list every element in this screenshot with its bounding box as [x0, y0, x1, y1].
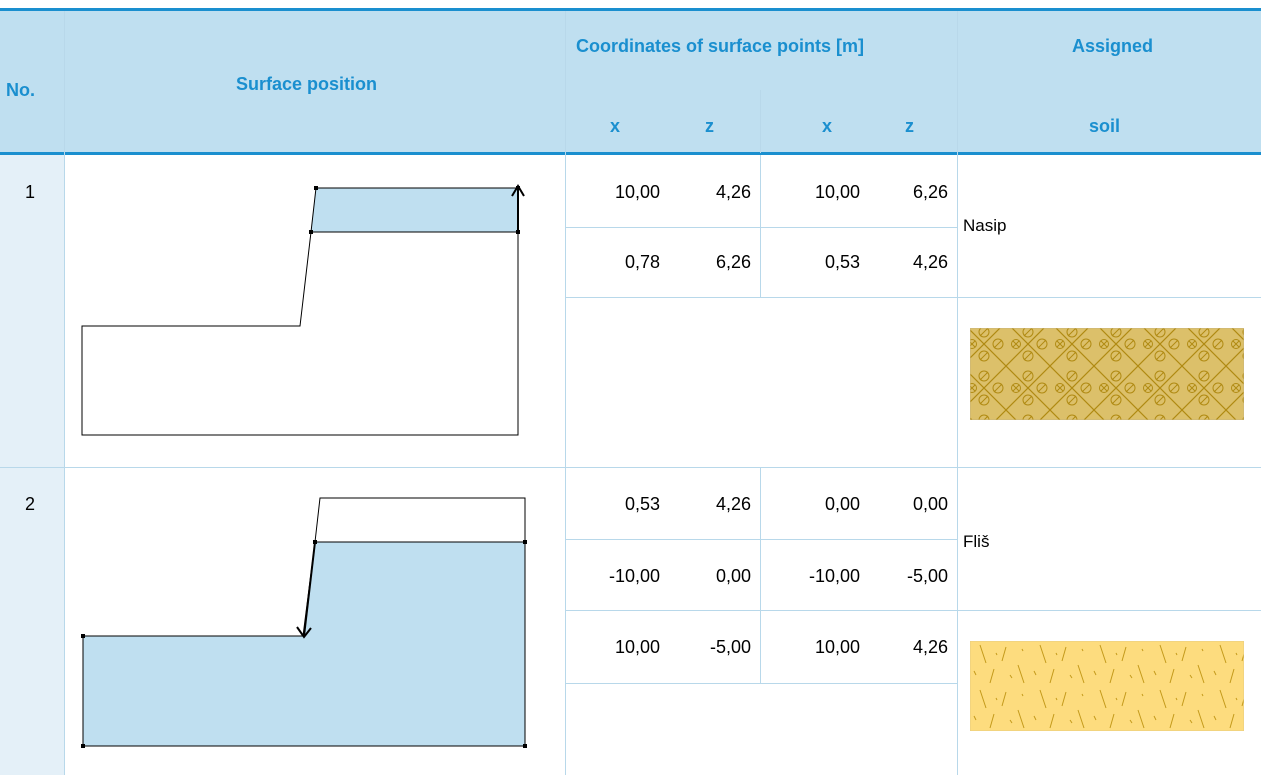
grid-line — [565, 683, 957, 684]
coord-x2: 0,53 — [824, 252, 860, 272]
soil-pattern-swatch — [970, 328, 1244, 420]
grid-line — [565, 11, 566, 775]
row-number: 1 — [25, 182, 36, 202]
header-z2: z — [905, 116, 914, 136]
header-z1: z — [705, 116, 714, 136]
header-no: No. — [6, 80, 35, 100]
row-number: 2 — [25, 494, 36, 514]
grid-line — [565, 539, 957, 540]
coord-z2: 4,26 — [912, 637, 948, 657]
grid-line — [565, 610, 1261, 611]
coord-x1: -10,00 — [608, 566, 660, 586]
coord-x2: -10,00 — [808, 566, 860, 586]
coord-x1: 10,00 — [614, 637, 660, 657]
soil-name: Fliš — [963, 532, 990, 551]
grid-line — [760, 468, 761, 683]
header-bottom-border — [0, 152, 1261, 155]
coord-z1: 0,00 — [715, 566, 751, 586]
coord-x2: 10,00 — [814, 182, 860, 202]
table-header — [0, 8, 1261, 153]
coord-z1: 6,26 — [715, 252, 751, 272]
coord-z1: 4,26 — [715, 182, 751, 202]
coord-x1: 10,00 — [614, 182, 660, 202]
coord-z2: 6,26 — [912, 182, 948, 202]
grid-line — [565, 297, 1261, 298]
surface-diagram-1 — [81, 184, 525, 436]
grid-line — [760, 90, 761, 153]
grid-line — [957, 11, 958, 775]
coord-z2: 0,00 — [912, 494, 948, 514]
coord-z1: 4,26 — [715, 494, 751, 514]
grid-line — [0, 467, 1261, 468]
coord-x2: 10,00 — [814, 637, 860, 657]
surface-diagram-2 — [81, 497, 527, 748]
soil-pattern-swatch — [970, 641, 1244, 731]
grid-line — [64, 11, 65, 775]
coord-x1: 0,53 — [624, 494, 660, 514]
coord-x1: 0,78 — [624, 252, 660, 272]
header-soil: soil — [1089, 116, 1121, 136]
header-x1: x — [610, 116, 621, 136]
soil-name: Nasip — [963, 216, 1007, 235]
coord-z1: -5,00 — [709, 637, 751, 657]
coord-x2: 0,00 — [824, 494, 860, 514]
header-top-border — [0, 8, 1261, 11]
header-surface-position: Surface position — [236, 74, 378, 94]
header-assigned: Assigned — [1072, 36, 1154, 56]
coord-z2: -5,00 — [906, 566, 948, 586]
grid-line — [565, 227, 957, 228]
header-x2: x — [822, 116, 833, 136]
header-coordinates: Coordinates of surface points [m] — [576, 36, 865, 56]
coord-z2: 4,26 — [912, 252, 948, 272]
grid-line — [760, 155, 761, 298]
no-column-bg — [0, 155, 64, 775]
